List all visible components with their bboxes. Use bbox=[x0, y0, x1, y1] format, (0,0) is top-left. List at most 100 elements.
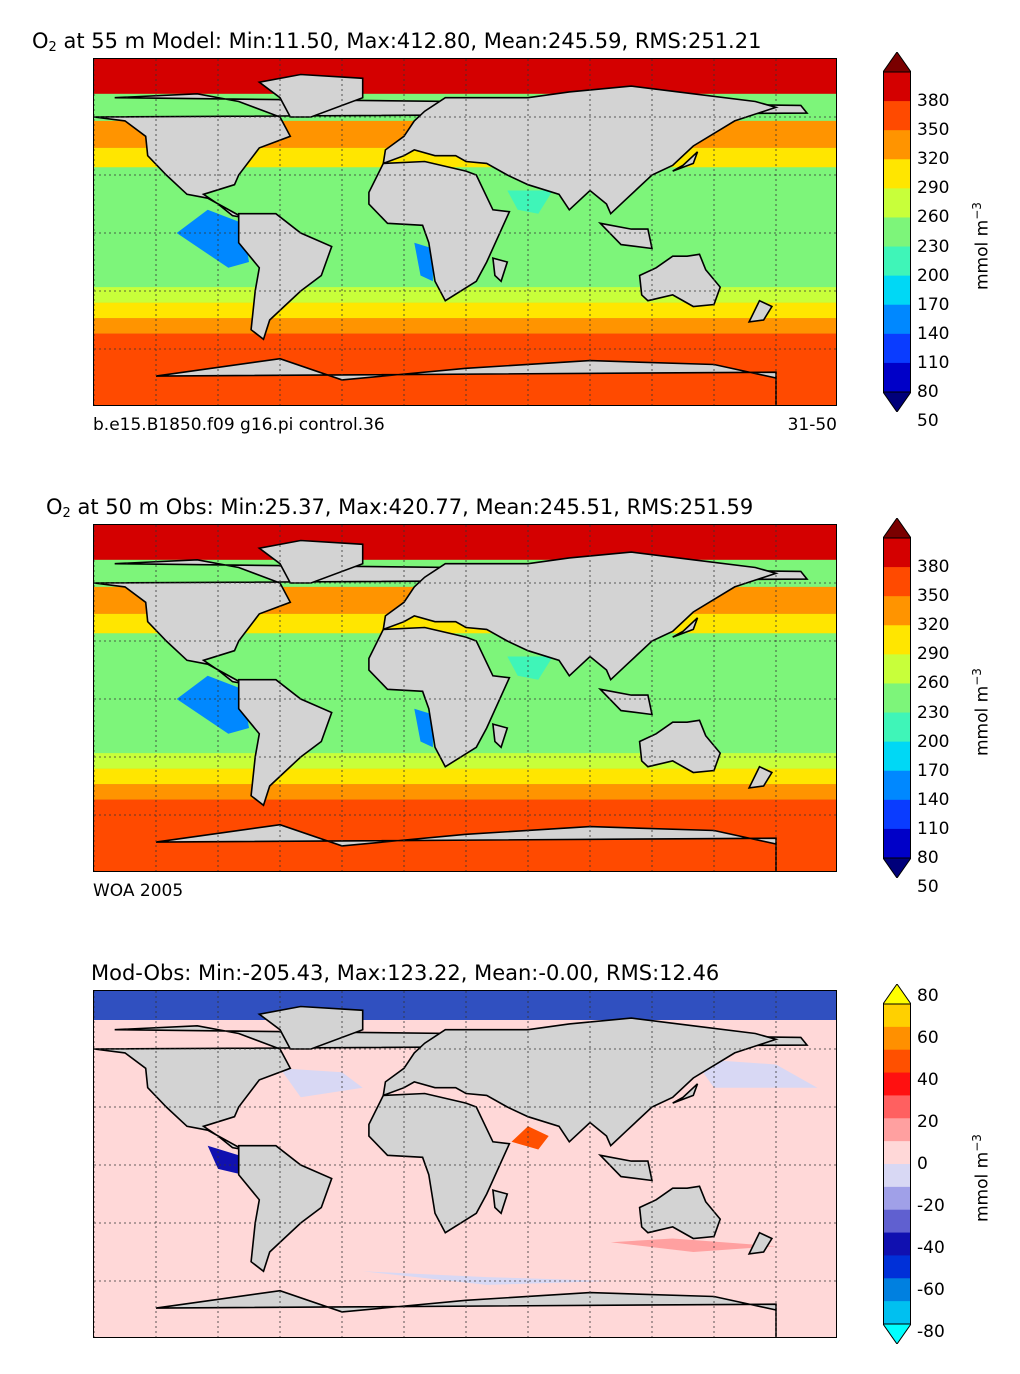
colorbar-tick-label: 350 bbox=[917, 586, 950, 607]
colorbar-tick-label: 0 bbox=[917, 1154, 928, 1174]
colorbar-tick-label: 230 bbox=[917, 702, 950, 723]
colorbar-tick-label: 200 bbox=[917, 265, 950, 286]
omz-east-pacific bbox=[176, 675, 249, 734]
colorbar-tick-label: 260 bbox=[917, 673, 950, 694]
colorbar-swatch bbox=[883, 1118, 911, 1142]
colorbar-tick-label: 20 bbox=[917, 1112, 939, 1132]
diff-southern-ocean bbox=[362, 1271, 611, 1285]
colorbar-tick-label: 320 bbox=[917, 149, 950, 170]
land-south-america bbox=[237, 1144, 333, 1273]
colorbar-tick-label: 200 bbox=[917, 731, 950, 752]
colorbar-swatch bbox=[883, 130, 911, 160]
colorbar-tick-label: 380 bbox=[917, 557, 950, 578]
colorbar-tick-label: 50 bbox=[917, 877, 939, 898]
land-greenland bbox=[257, 73, 364, 118]
model-unit-sup: −3 bbox=[970, 202, 984, 220]
diff-panel: Mod-Obs: Min:-205.43, Max:123.22, Mean:-… bbox=[0, 958, 1020, 1368]
omz-east-pacific bbox=[176, 209, 249, 268]
colorbar-extend-bottom bbox=[883, 1323, 911, 1344]
land-greenland bbox=[257, 539, 364, 584]
land-eurasia bbox=[382, 1017, 779, 1148]
colorbar-tick-label: -80 bbox=[917, 1322, 945, 1342]
colorbar-extend-top bbox=[883, 52, 911, 73]
diff-unit-sup: −3 bbox=[970, 1134, 984, 1152]
colorbar-tick-label: 170 bbox=[917, 294, 950, 315]
model-unit-base: mmol m bbox=[972, 219, 993, 290]
south-subpolar-band bbox=[94, 784, 836, 800]
colorbar-tick-label: 380 bbox=[917, 91, 950, 112]
colorbar-swatch bbox=[883, 1141, 911, 1165]
colorbar-swatch bbox=[883, 1278, 911, 1302]
colorbar-swatch bbox=[883, 246, 911, 277]
colorbar-swatch bbox=[883, 1186, 911, 1211]
land-greenland bbox=[257, 1005, 364, 1050]
colorbar-swatch bbox=[883, 712, 911, 743]
south-subtropic-band bbox=[94, 753, 836, 769]
colorbar-tick-label: 80 bbox=[917, 848, 939, 868]
colorbar-tick-label: 320 bbox=[917, 615, 950, 636]
obs-map bbox=[93, 524, 837, 872]
colorbar-swatch bbox=[883, 625, 911, 655]
model-panel: O2 at 55 m Model: Min:11.50, Max:412.80,… bbox=[0, 26, 1020, 446]
colorbar-tick-label: 290 bbox=[917, 644, 950, 665]
diff-title: Mod-Obs: Min:-205.43, Max:123.22, Mean:-… bbox=[0, 958, 1020, 988]
diff-arabian-sea bbox=[511, 1126, 549, 1150]
land-south-america bbox=[237, 212, 333, 341]
land-north-america bbox=[94, 1024, 809, 1151]
colorbar-swatch bbox=[883, 159, 911, 189]
obs-unit-base: mmol m bbox=[972, 685, 993, 756]
omz-benguela bbox=[414, 708, 433, 748]
obs-caption-left: WOA 2005 bbox=[93, 881, 184, 901]
colorbar-swatch bbox=[883, 770, 911, 801]
arctic-band bbox=[94, 525, 836, 560]
colorbar-swatch bbox=[883, 1255, 911, 1279]
colorbar-swatch bbox=[883, 683, 911, 714]
land-eurasia bbox=[382, 551, 779, 682]
colorbar-tick-label: 290 bbox=[917, 178, 950, 199]
colorbar-tick-label: 50 bbox=[917, 411, 939, 432]
land-indonesia bbox=[597, 222, 654, 250]
model-title: O2 at 55 m Model: Min:11.50, Max:412.80,… bbox=[0, 26, 1020, 56]
obs-panel: O2 at 50 m Obs: Min:25.37, Max:420.77, M… bbox=[0, 492, 1020, 912]
colorbar-tick-label: 170 bbox=[917, 760, 950, 781]
colorbar-tick-label: 40 bbox=[917, 1070, 939, 1090]
land-madagascar bbox=[491, 257, 509, 283]
model-colorbar-unit: mmol m−3 bbox=[970, 202, 993, 290]
colorbar-tick-label: 140 bbox=[917, 789, 950, 810]
obs-colorbar bbox=[883, 518, 911, 878]
colorbar-tick-label: 60 bbox=[917, 1028, 939, 1048]
omz-benguela bbox=[414, 242, 433, 282]
omz-arabian-sea bbox=[507, 656, 553, 680]
colorbar-swatch bbox=[883, 1301, 911, 1325]
south-mid-band bbox=[94, 302, 836, 319]
colorbar-swatch bbox=[883, 1095, 911, 1119]
colorbar-swatch bbox=[883, 741, 911, 772]
colorbar-swatch bbox=[883, 275, 911, 306]
colorbar-extend-bottom bbox=[883, 391, 911, 412]
land-madagascar bbox=[491, 1189, 509, 1215]
colorbar-tick-label: -60 bbox=[917, 1280, 945, 1300]
diff-colorbar-unit: mmol m−3 bbox=[970, 1134, 993, 1222]
land-indonesia bbox=[597, 688, 654, 716]
colorbar-tick-label: 80 bbox=[917, 382, 939, 402]
colorbar-swatch bbox=[883, 217, 911, 248]
land-new-zealand bbox=[747, 299, 774, 323]
land-australia bbox=[638, 1185, 722, 1240]
colorbar-tick-label: 110 bbox=[917, 818, 950, 839]
diff-colorbar bbox=[883, 984, 911, 1344]
land-indonesia bbox=[597, 1154, 654, 1182]
colorbar-tick-label: 110 bbox=[917, 352, 950, 373]
colorbar-swatch bbox=[883, 1004, 911, 1028]
colorbar-tick-label: -20 bbox=[917, 1196, 945, 1216]
diff-north-atlantic bbox=[280, 1068, 363, 1098]
omz-arabian-sea bbox=[507, 190, 553, 214]
colorbar-tick-label: 80 bbox=[917, 986, 939, 1006]
colorbar-extend-bottom bbox=[883, 857, 911, 878]
arctic-band bbox=[94, 59, 836, 94]
colorbar-swatch bbox=[883, 1026, 911, 1051]
land-south-america bbox=[237, 678, 333, 807]
colorbar-swatch bbox=[883, 799, 911, 830]
colorbar-extend-top bbox=[883, 518, 911, 539]
diff-north-pacific bbox=[693, 1058, 818, 1088]
model-title-species: O bbox=[32, 29, 49, 53]
